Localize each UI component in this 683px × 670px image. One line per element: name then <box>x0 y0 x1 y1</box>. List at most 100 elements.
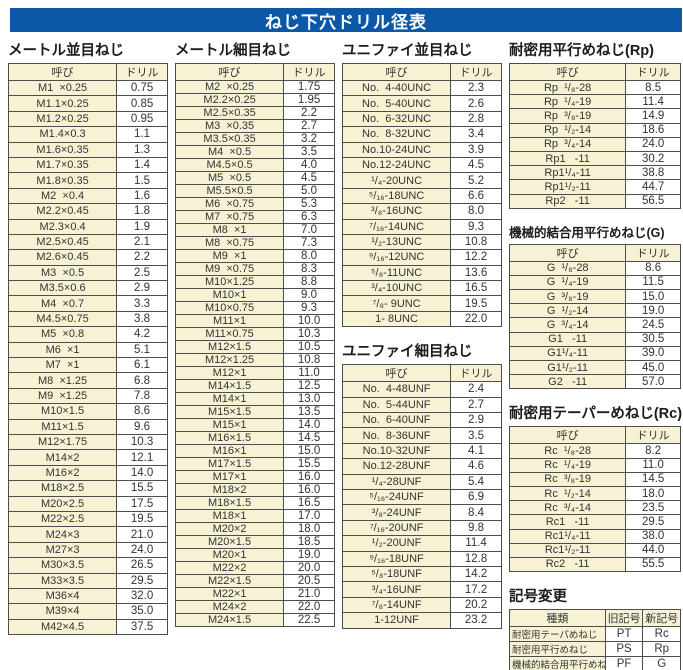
thread-name-cell: M1.6×0.35 <box>7 141 118 158</box>
thread-name-cell: No.12-28UNF <box>341 458 452 475</box>
table-row: M22×1.5 20.5 <box>174 574 335 588</box>
drill-value-cell: 15.0 <box>283 444 335 458</box>
drill-value-cell: 22.0 <box>450 310 502 328</box>
drill-value-cell: 17.5 <box>116 495 168 512</box>
drill-value-cell: 21.0 <box>116 526 168 543</box>
drill-value-cell: 10.8 <box>450 233 502 251</box>
table-row: M2.6×0.45 2.2 <box>7 249 168 266</box>
table-row: Rc1¹/₂-11 44.0 <box>508 542 681 558</box>
thread-name-cell: G ³/₄-14 <box>508 317 627 333</box>
table-symbol-change: 種類 旧記号 新記号 耐密用テーパめねじ PT Rc 耐密用平行めねじ PS Rp 機械的結合用平… <box>509 609 681 670</box>
drill-value-cell: 3.3 <box>116 295 168 312</box>
thread-name-cell: Rc1¹/₂-11 <box>508 542 627 558</box>
thread-name-cell: M3.5×0.35 <box>174 132 285 146</box>
thread-name-cell: G ¹/₄-19 <box>508 274 627 291</box>
table-row: M9 ×0.75 8.3 <box>174 262 335 276</box>
table-row: M9 ×1 8.0 <box>174 249 335 263</box>
thread-name-cell: M12×1.75 <box>7 433 118 451</box>
table-row: M20×2 18.0 <box>174 522 335 536</box>
drill-value-cell: 7.8 <box>116 387 168 405</box>
drill-value-cell: 14.2 <box>450 565 502 583</box>
table-g: 呼び ドリル G ¹/₈-28 8.6 G ¹/₄-19 11.5 G ³/₈-19 15.0… <box>508 243 681 390</box>
drill-value-cell: 4.5 <box>450 156 502 174</box>
drill-value-cell: 8.0 <box>283 249 335 263</box>
table-row: M15×1.5 13.5 <box>174 405 335 419</box>
thread-name-cell: ³/₈-16UNC <box>341 203 452 220</box>
thread-name-cell: M2 ×0.4 <box>7 187 118 205</box>
column-metric-coarse: メートル並目ねじ 呼び ドリル M1 ×0.25 0.75 M1.1×0.25 0.85 M1… <box>7 39 168 636</box>
thread-name-cell: Rp ³/₄-14 <box>508 136 627 152</box>
drill-value-cell: 6.8 <box>116 372 168 389</box>
drill-value-cell: 7.3 <box>283 236 335 250</box>
drill-value-cell: 3.4 <box>450 126 502 143</box>
drill-value-cell: 1.1 <box>116 126 168 143</box>
drill-value-cell: 15.0 <box>625 289 681 305</box>
thread-name-cell: M1.2×0.25 <box>7 110 118 128</box>
thread-name-cell: M8 ×0.75 <box>174 236 285 250</box>
table-row: M18×1.5 16.5 <box>174 496 335 510</box>
drill-value-cell: 4.5 <box>283 171 335 185</box>
table-row: M14×1.5 12.5 <box>174 379 335 393</box>
drill-value-cell: 14.5 <box>625 471 681 487</box>
table-row: Rp ¹/₈-28 8.5 <box>508 79 681 96</box>
drill-value-cell: 8.4 <box>450 504 502 521</box>
drill-value-cell: 2.9 <box>116 280 168 297</box>
table-row: M4 ×0.5 3.5 <box>174 145 335 159</box>
drill-value-cell: 44.7 <box>625 179 681 195</box>
drill-value-cell: 8.6 <box>116 403 168 420</box>
table-row: 耐密用テーパめねじ PT Rc <box>509 626 681 643</box>
drill-value-cell: 37.5 <box>116 618 168 636</box>
drill-value-cell: 22.5 <box>283 613 335 627</box>
thread-name-cell: M18×1 <box>174 509 285 523</box>
table-row: M6 ×1 5.1 <box>7 341 168 359</box>
thread-name-cell: M2.6×0.45 <box>7 249 118 266</box>
thread-name-cell: M5 ×0.5 <box>174 171 285 185</box>
table-row: Rc1 -11 29.5 <box>508 514 681 530</box>
drill-value-cell: 6.9 <box>450 488 502 506</box>
drill-value-cell: 2.1 <box>116 233 168 251</box>
thread-name-cell: No. 6-32UNC <box>341 110 452 128</box>
table-row: ⁷/₁₆-14UNC 9.3 <box>341 218 502 235</box>
table-row: ⁹/₁₆-18UNF 12.8 <box>341 550 502 567</box>
drill-value-cell: 2.2 <box>116 249 168 266</box>
drill-value-cell: 13.5 <box>283 405 335 419</box>
thread-name-cell: ³/₈-24UNF <box>341 504 452 521</box>
drill-value-cell: 0.95 <box>116 110 168 128</box>
table-unified-coarse: 呼び ドリル No. 4-40UNC 2.3 No. 5-40UNC 2.6 No. 6-3… <box>341 63 502 328</box>
drill-value-cell: 8.5 <box>625 79 681 96</box>
table-rc: 呼び ドリル Rc ¹/₈-28 8.2 Rc ¹/₄-19 11.0 Rc ³/₈-19 1… <box>508 426 681 573</box>
table-row: ¹/₂-13UNC 10.8 <box>341 233 502 251</box>
drill-value-cell: 18.6 <box>625 122 681 138</box>
drill-value-cell: 14.0 <box>116 464 168 482</box>
thread-name-cell: M4 ×0.7 <box>7 295 118 312</box>
table-row: No.12-28UNF 4.6 <box>341 458 502 475</box>
thread-name-cell: M20×1.5 <box>174 535 285 549</box>
drill-value-cell: 30.5 <box>625 331 681 347</box>
thread-name-cell: M1 ×0.25 <box>7 79 118 97</box>
drill-value-cell: 11.5 <box>625 274 681 291</box>
new-symbol-cell: Rc <box>642 626 681 643</box>
thread-name-cell: M10×1.25 <box>174 275 285 289</box>
column-header: 呼び <box>508 426 627 445</box>
thread-name-cell: M15×1.5 <box>174 405 285 419</box>
column-header: ドリル <box>450 364 502 383</box>
table-row: G1¹/₄-11 39.0 <box>508 345 681 362</box>
table-row: ⁷/₈- 9UNC 19.5 <box>341 295 502 312</box>
table-row: Rp1¹/₄-11 38.8 <box>508 165 681 181</box>
table-row: M30×3.5 26.5 <box>7 557 168 574</box>
table-metric-fine: 呼び ドリル M2 ×0.25 1.75 M2.2×0.25 1.95 M2.5×0.35 2… <box>174 63 335 627</box>
thread-name-cell: G ³/₈-19 <box>508 289 627 305</box>
drill-value-cell: 14.0 <box>283 418 335 432</box>
table-header-row: 呼び ドリル <box>7 63 168 81</box>
table-metric-coarse: 呼び ドリル M1 ×0.25 0.75 M1.1×0.25 0.85 M1.2×0.25 0… <box>7 63 168 636</box>
column-header: 新記号 <box>642 609 681 628</box>
column-pipe-threads: 耐密用平行めねじ(Rp) 呼び ドリル Rp ¹/₈-28 8.5 Rp ¹/₄-19 11… <box>508 39 682 670</box>
thread-name-cell: No. 8-36UNF <box>341 427 452 444</box>
drill-value-cell: 8.8 <box>283 275 335 289</box>
thread-name-cell: M1.4×0.3 <box>7 126 118 143</box>
drill-value-cell: 21.0 <box>283 587 335 601</box>
thread-name-cell: M16×1 <box>174 444 285 458</box>
drill-value-cell: 2.4 <box>450 381 502 398</box>
table-header-row: 呼び ドリル <box>508 426 681 445</box>
thread-name-cell: No. 6-40UNF <box>341 412 452 429</box>
